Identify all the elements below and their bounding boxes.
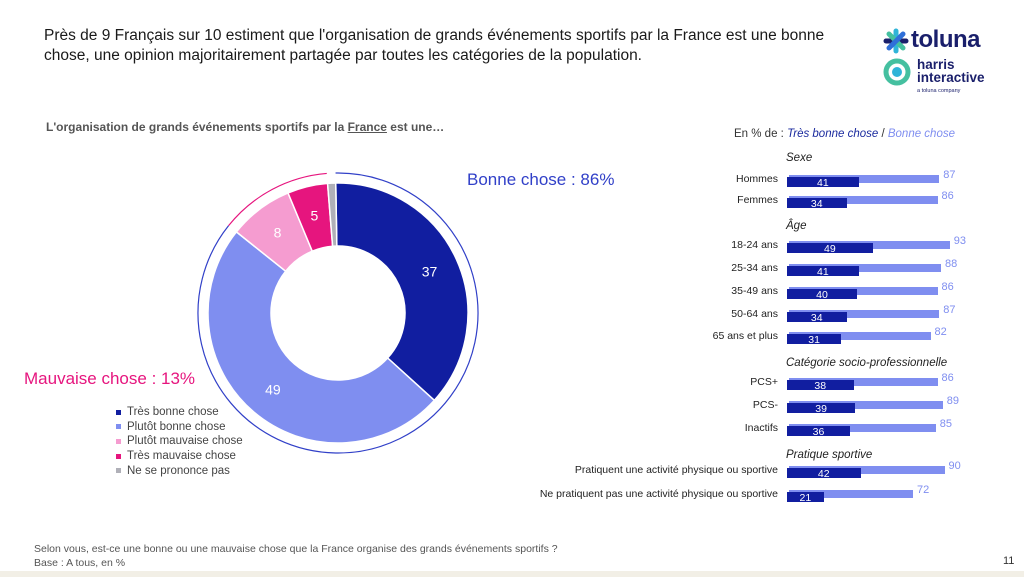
legend-label: Plutôt mauvaise chose [127,435,243,448]
value-bonne-chose: 85 [939,418,952,430]
bonne-chose-total: Bonne chose : 86% [467,170,615,189]
bar-tres-bonne-chose: 41 [787,266,859,278]
row-label: Hommes [735,173,778,185]
row-label: Inactifs [744,422,778,434]
bar-chart-header: En % de : Très bonne chose / Bonne chose [734,128,955,140]
row-label: Femmes [737,194,778,206]
donut-data-label: 37 [422,263,438,279]
donut-title: L'organisation de grands événements spor… [46,120,445,134]
toluna-wordmark: toluna [911,26,981,53]
bar-tres-bonne-chose: 41 [787,177,859,189]
legend-item: Ne se prononce pas [116,463,243,478]
donut-data-label: 49 [265,382,281,398]
bar-tres-bonne-chose: 34 [787,312,847,324]
value-bonne-chose: 72 [917,484,930,496]
row-label: 65 ans et plus [712,330,778,342]
legend-item: Très mauvaise chose [116,449,243,464]
value-bonne-chose: 90 [948,460,961,472]
value-bonne-chose: 86 [941,372,954,384]
toluna-asterisk-icon [883,28,909,54]
value-bonne-chose: 86 [941,281,954,293]
bar-bonne-chose [789,490,913,498]
legend-item: Plutôt mauvaise chose [116,434,243,449]
bar-bonne-chose [789,332,931,340]
bar-tres-bonne-chose: 38 [787,380,854,392]
donut-legend: Très bonne chose Plutôt bonne chose Plutôt… [116,405,243,478]
legend-label: Très bonne chose [127,406,219,419]
bar-tres-bonne-chose: 36 [787,426,850,438]
footnote: Selon vous, est-ce une bonne ou une mauv… [34,543,558,569]
group-label: Âge [786,220,807,232]
legend-swatch [116,438,121,444]
logo-tagline: a toluna company [917,88,961,94]
donut-data-label: 5 [310,207,318,223]
legend-item: Plutôt bonne chose [116,420,243,435]
value-bonne-chose: 93 [953,235,966,247]
donut-slice-5 [326,182,338,248]
row-label: 25-34 ans [731,262,778,274]
legend-swatch [116,409,121,415]
bar-tres-bonne-chose: 34 [787,198,847,210]
row-label: 18-24 ans [731,239,778,251]
bonne-chose-bracket [197,172,479,454]
legend-item: Très bonne chose [116,405,243,420]
bottom-band [0,571,1024,577]
row-label: Ne pratiquent pas une activité physique … [539,488,778,500]
bar-bonne-chose [789,310,940,318]
legend-swatch [116,453,121,459]
value-bonne-chose: 89 [946,395,959,407]
row-label: 50-64 ans [731,308,778,320]
group-label: Pratique sportive [786,449,873,461]
mauvaise-chose-bracket [228,172,327,227]
row-label: PCS+ [750,376,778,388]
bar-tres-bonne-chose: 40 [787,289,857,301]
bar-tres-bonne-chose: 39 [787,403,856,415]
bar-tres-bonne-chose: 31 [787,334,842,346]
legend-label: Ne se prononce pas [127,464,230,477]
harris-circle-icon [883,58,911,86]
bar-tres-bonne-chose: 42 [787,468,861,480]
value-bonne-chose: 87 [943,304,956,316]
mauvaise-chose-total: Mauvaise chose : 13% [24,369,196,388]
group-label: Catégorie socio-professionnelle [786,357,948,369]
legend-swatch [116,424,121,430]
harris-wordmark: harris interactive [917,57,985,85]
row-label: 35-49 ans [731,285,778,297]
donut-slice-1 [334,182,469,402]
bar-bonne-chose [789,264,941,272]
bar-bonne-chose [789,424,936,432]
bar-tres-bonne-chose: 49 [787,243,873,255]
bar-bonne-chose [789,401,943,409]
donut-slice-2 [207,230,436,444]
bar-tres-bonne-chose: 21 [787,492,824,504]
row-label: PCS- [752,399,778,411]
group-label: Sexe [786,152,813,164]
legend-swatch [116,468,121,474]
page-number: 11 [1003,555,1015,567]
toluna-harris-logo: toluna harris interactive a toluna compa… [883,24,1003,100]
value-bonne-chose: 88 [945,258,958,270]
bar-bonne-chose [789,287,938,295]
value-bonne-chose: 86 [941,190,954,202]
value-bonne-chose: 82 [934,326,947,338]
value-bonne-chose: 87 [943,169,956,181]
legend-label: Plutôt bonne chose [127,420,226,433]
bar-bonne-chose [789,466,945,474]
bar-bonne-chose [789,175,940,183]
headline: Près de 9 Français sur 10 estiment que l… [44,27,825,64]
donut-data-label: 8 [274,225,282,241]
legend-label: Très mauvaise chose [127,450,236,463]
bar-bonne-chose [789,378,938,386]
row-label: Pratiquent une activité physique ou spor… [574,464,778,476]
bar-bonne-chose [789,196,938,204]
